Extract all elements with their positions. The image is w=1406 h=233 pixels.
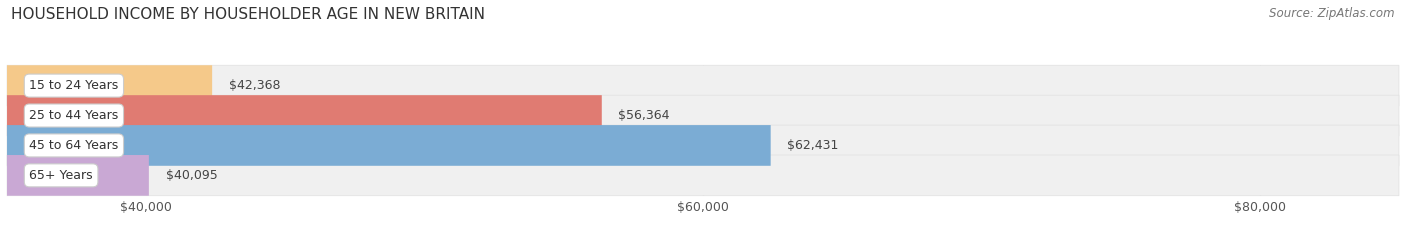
- Text: $56,364: $56,364: [619, 109, 671, 122]
- FancyBboxPatch shape: [7, 65, 212, 106]
- FancyBboxPatch shape: [7, 125, 1399, 166]
- Text: HOUSEHOLD INCOME BY HOUSEHOLDER AGE IN NEW BRITAIN: HOUSEHOLD INCOME BY HOUSEHOLDER AGE IN N…: [11, 7, 485, 22]
- Text: 45 to 64 Years: 45 to 64 Years: [30, 139, 118, 152]
- FancyBboxPatch shape: [7, 155, 1399, 196]
- Text: $42,368: $42,368: [229, 79, 280, 92]
- Text: $62,431: $62,431: [787, 139, 839, 152]
- Text: 65+ Years: 65+ Years: [30, 169, 93, 182]
- FancyBboxPatch shape: [7, 95, 602, 136]
- FancyBboxPatch shape: [7, 125, 770, 166]
- FancyBboxPatch shape: [7, 155, 149, 196]
- Text: $40,095: $40,095: [166, 169, 218, 182]
- FancyBboxPatch shape: [7, 65, 1399, 106]
- FancyBboxPatch shape: [7, 95, 1399, 136]
- Text: 15 to 24 Years: 15 to 24 Years: [30, 79, 118, 92]
- Text: 25 to 44 Years: 25 to 44 Years: [30, 109, 118, 122]
- Text: Source: ZipAtlas.com: Source: ZipAtlas.com: [1270, 7, 1395, 20]
